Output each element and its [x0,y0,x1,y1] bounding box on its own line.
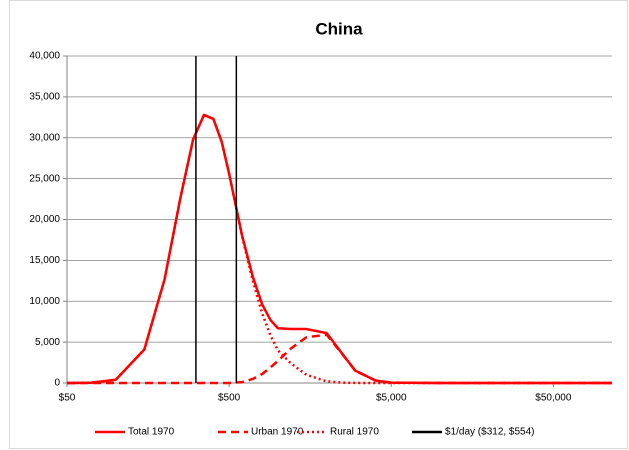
x-tick-label: $50 [59,393,76,404]
x-tick-label: $50,000 [535,393,572,404]
y-tick-label: 40,000 [29,51,60,62]
series-line [66,113,612,385]
series-line [66,113,612,385]
y-tick-label: 30,000 [29,132,60,143]
legend-label: Urban 1970 [251,427,304,438]
x-tick-label: $5,000 [376,393,407,404]
series-line [67,333,612,385]
y-tick-label: 20,000 [29,214,60,225]
legend-label: Rural 1970 [330,427,379,438]
y-tick-label: 15,000 [29,255,60,266]
y-tick-label: 0 [54,378,60,389]
y-tick-label: 5,000 [35,337,60,348]
chart-border [9,0,628,449]
y-tick-label: 35,000 [29,92,60,103]
legend-label: $1/day ($312, $554) [445,427,535,438]
y-tick-label: 10,000 [29,296,60,307]
legend-label: Total 1970 [128,427,175,438]
y-tick-label: 25,000 [29,173,60,184]
x-tick-label: $500 [218,393,241,404]
chart-title: China [315,19,363,38]
